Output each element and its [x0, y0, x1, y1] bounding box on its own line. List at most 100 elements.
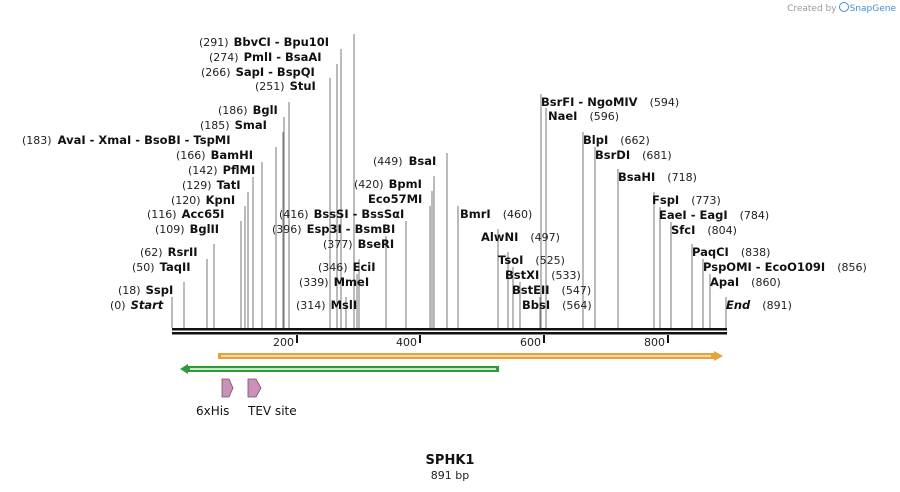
enzyme-label-eco57mi[interactable]: Eco57MI [368, 192, 422, 206]
enzyme-label-bsahi[interactable]: BsaHI [618, 170, 655, 184]
cut-site-lines [171, 34, 727, 328]
end-label[interactable]: End [726, 298, 751, 312]
site-position: (274) [209, 51, 239, 64]
ruler-tick-label: 800 [644, 336, 665, 349]
svg-text:(266)SapI - BspQI: (266) SapI - BspQI [201, 65, 315, 79]
enzyme-label-bstxi[interactable]: BstXI [505, 268, 539, 282]
site-position: (525) [535, 254, 565, 267]
enzyme-label-bsssi[interactable]: BssSI - BssSαI [314, 207, 405, 221]
site-position: (662) [620, 134, 650, 147]
enzyme-label-bglii[interactable]: BglII [190, 222, 220, 236]
site-position: (547) [562, 284, 592, 297]
ruler-tick-label: 600 [520, 336, 541, 349]
site-position: (50) [132, 261, 155, 274]
svg-text:(274)PmlI - BsaAI: (274) PmlI - BsaAI [209, 50, 322, 64]
orf-arrow-forward[interactable] [218, 351, 723, 361]
site-position: (416) [279, 208, 309, 221]
enzyme-label-blpi[interactable]: BlpI [583, 133, 608, 147]
svg-text:FspI(773): FspI (773) [652, 193, 721, 207]
enzyme-label-bmri[interactable]: BmrI [460, 207, 491, 221]
enzyme-label-tsoi[interactable]: TsoI [498, 253, 523, 267]
tev-site-label: TEV site [247, 404, 297, 418]
svg-text:BstEII(547): BstEII (547) [512, 283, 591, 297]
enzyme-label-alwni[interactable]: AlwNI [481, 230, 518, 244]
site-position: (449) [373, 155, 403, 168]
site-position: (594) [650, 96, 680, 109]
enzyme-label-bgli[interactable]: BglI [253, 103, 278, 117]
site-position: (339) [299, 276, 329, 289]
enzyme-label-bamhi[interactable]: BamHI [211, 148, 253, 162]
site-position: (183) [22, 134, 52, 147]
sequence-length: 891 bp [430, 469, 470, 482]
svg-text:Eco57MI: Eco57MI [368, 192, 422, 206]
enzyme-label-bpmi[interactable]: BpmI [389, 177, 422, 191]
enzyme-label-esp3i[interactable]: Esp3I - BsmBI [307, 222, 396, 236]
site-position: (186) [218, 104, 248, 117]
enzyme-label-fspi[interactable]: FspI [652, 193, 679, 207]
enzyme-label-bseri[interactable]: BseRI [358, 237, 395, 251]
site-position: (891) [762, 299, 792, 312]
snapgene-branding: Created by SnapGene [787, 2, 896, 14]
enzyme-label-ecii[interactable]: EciI [353, 260, 376, 274]
enzyme-label-kpni[interactable]: KpnI [206, 193, 236, 207]
orf-arrow-reverse[interactable] [180, 364, 499, 374]
svg-text:(396)Esp3I - BsmBI: (396) Esp3I - BsmBI [272, 222, 395, 236]
enzyme-label-bbvci[interactable]: BbvCI - Bpu10I [234, 35, 329, 49]
site-position: (109) [155, 223, 185, 236]
enzyme-label-avai[interactable]: AvaI - XmaI - BsoBI - TspMI [58, 133, 231, 147]
site-position: (460) [503, 208, 533, 221]
svg-text:(251)StuI: (251) StuI [255, 79, 316, 93]
enzyme-label-stui[interactable]: StuI [290, 79, 316, 93]
enzyme-label-pmli[interactable]: PmlI - BsaAI [244, 50, 322, 64]
enzyme-label-sapi[interactable]: SapI - BspQI [236, 65, 315, 79]
enzyme-label-bsteii[interactable]: BstEII [512, 283, 550, 297]
enzyme-label-bsai[interactable]: BsaI [409, 154, 437, 168]
enzyme-label-pflmi[interactable]: PflMI [223, 163, 256, 177]
6xhis-feature[interactable] [221, 378, 234, 398]
svg-text:BlpI(662): BlpI (662) [583, 133, 650, 147]
enzyme-label-taqii[interactable]: TaqII [160, 260, 191, 274]
enzyme-label-eaei[interactable]: EaeI - EagI [659, 208, 728, 222]
svg-text:PspOMI - EcoO109I(856): PspOMI - EcoO109I (856) [703, 260, 867, 274]
enzyme-label-naei[interactable]: NaeI [548, 109, 577, 123]
site-position: (773) [691, 194, 721, 207]
enzyme-label-pspomi[interactable]: PspOMI - EcoO109I [703, 260, 825, 274]
enzyme-label-msli[interactable]: MslI [331, 298, 358, 312]
svg-text:BbsI(564): BbsI (564) [522, 298, 592, 312]
site-position: (166) [176, 149, 206, 162]
enzyme-label-bsrdi[interactable]: BsrDI [595, 148, 630, 162]
enzyme-label-bbsi[interactable]: BbsI [522, 298, 550, 312]
svg-text:(183)AvaI - XmaI - BsoBI -: (183) AvaI - XmaI - BsoBI - TspMI [22, 133, 231, 147]
enzyme-label-sspi[interactable]: SspI [146, 283, 174, 297]
enzyme-label-bsrfi[interactable]: BsrFI - NgoMIV [541, 95, 638, 109]
site-position: (129) [182, 179, 212, 192]
svg-text:ApaI(860): ApaI (860) [710, 275, 781, 289]
enzyme-label-smai[interactable]: SmaI [235, 118, 267, 132]
site-position: (564) [562, 299, 592, 312]
enzyme-label-acc65i[interactable]: Acc65I [182, 207, 225, 221]
svg-text:(18)SspI: (18) SspI [118, 283, 173, 297]
enzyme-label-sfci[interactable]: SfcI [671, 223, 695, 237]
site-position: (314) [296, 299, 326, 312]
enzyme-label-apai[interactable]: ApaI [710, 275, 739, 289]
svg-text:(185)SmaI: (185) SmaI [200, 118, 267, 132]
start-label[interactable]: Start [131, 298, 164, 312]
sequence-name: SPHK1 [425, 453, 475, 468]
svg-text:(449)BsaI: (449) BsaI [373, 154, 436, 168]
site-position: (860) [751, 276, 781, 289]
svg-text:(166)BamHI: (166) BamHI [176, 148, 253, 162]
site-position: (420) [354, 178, 384, 191]
enzyme-label-tati[interactable]: TatI [217, 178, 241, 192]
enzyme-label-mmei[interactable]: MmeI [334, 275, 370, 289]
svg-text:(186)BglI: (186) BglI [218, 103, 278, 117]
snapgene-brand-name: SnapGene [849, 4, 896, 14]
ruler: 200 400 600 800 [273, 335, 669, 349]
svg-text:(142)PflMI: (142) PflMI [188, 163, 255, 177]
enzyme-label-paqci[interactable]: PaqCI [692, 245, 729, 259]
enzyme-label-rsrii[interactable]: RsrII [168, 245, 198, 259]
svg-text:(0)Start: (0) Start [110, 298, 164, 312]
sequence-backbone-bottom [172, 332, 727, 335]
tev-site-feature[interactable] [247, 378, 262, 398]
site-position: (0) [110, 299, 126, 312]
